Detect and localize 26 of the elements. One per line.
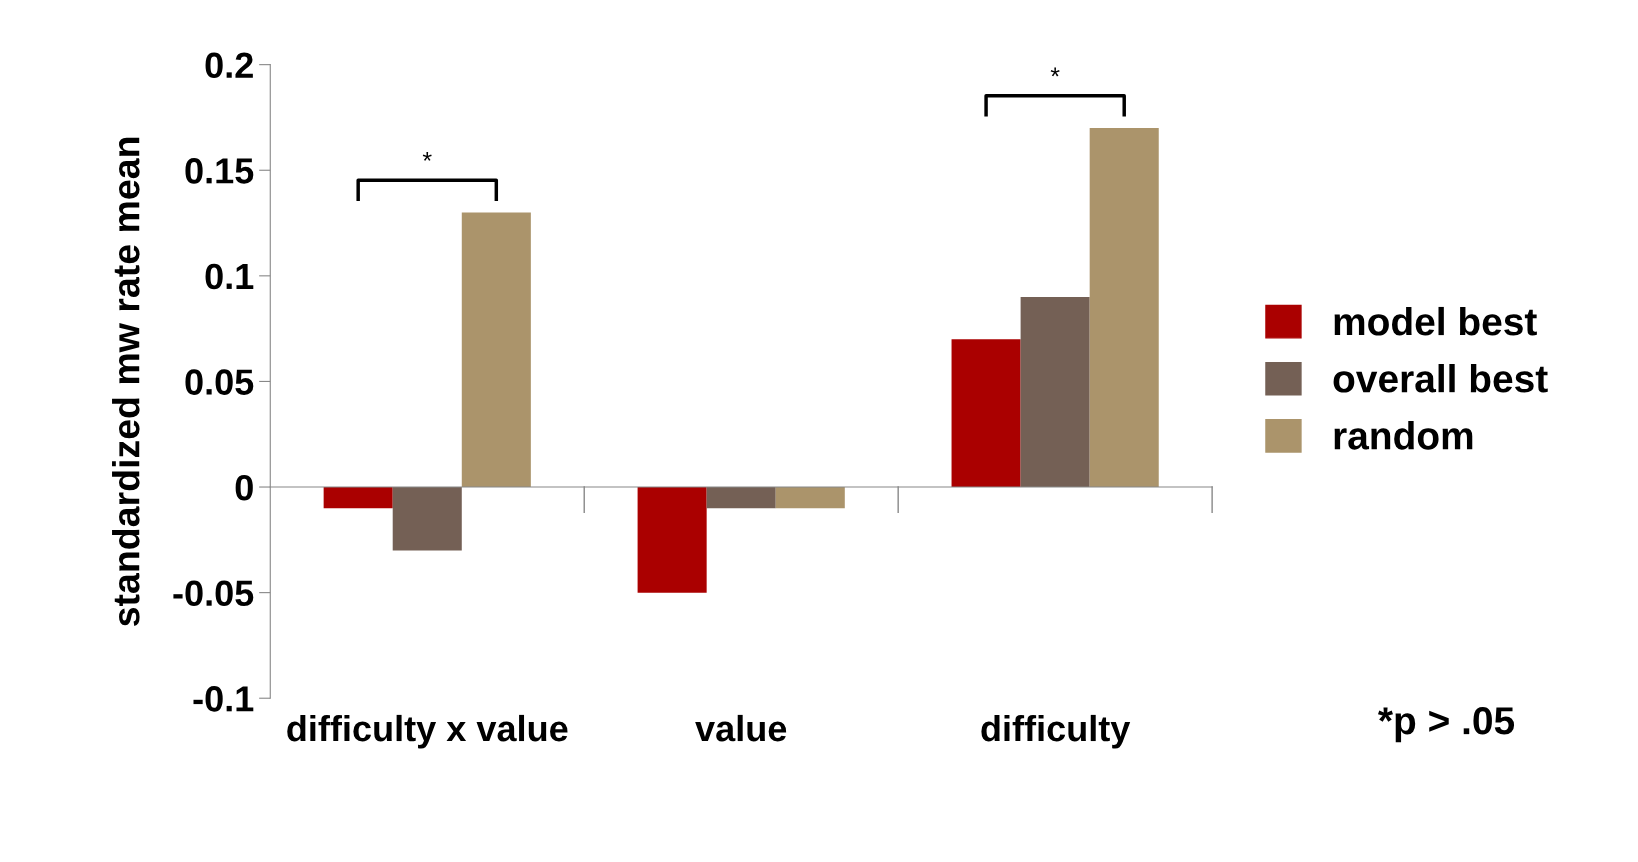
annotation: * [422,152,432,161]
x-tick-label: value [695,714,787,742]
y-tick-label: 0.05 [185,369,254,395]
text: *p > .05 [1378,706,1515,743]
y-tick-label: 0.15 [185,158,254,184]
legend-label: random [1334,421,1473,450]
annotation: * [1050,67,1060,77]
y-tick-label: 0.2 [205,52,253,79]
legend-label: model best [1334,306,1537,336]
bar [461,212,531,488]
bar [323,487,393,509]
bar [775,487,845,509]
bar [392,487,462,551]
bar [706,487,776,509]
legend-label: overall best [1333,364,1548,393]
bar [637,487,707,593]
x-tick-label: difficulty x value [287,714,568,749]
bar [1089,128,1159,488]
y-tick-label: -0.1 [193,686,254,712]
bar [951,339,1021,488]
x-tick-label: difficulty [981,714,1131,749]
y-axis-title: standardized mw rate mean [112,137,140,627]
y-tick-label: 0 [235,474,253,501]
y-tick-label: -0.05 [173,580,254,607]
bar [1020,296,1090,488]
y-tick-label: 0.1 [205,263,254,290]
